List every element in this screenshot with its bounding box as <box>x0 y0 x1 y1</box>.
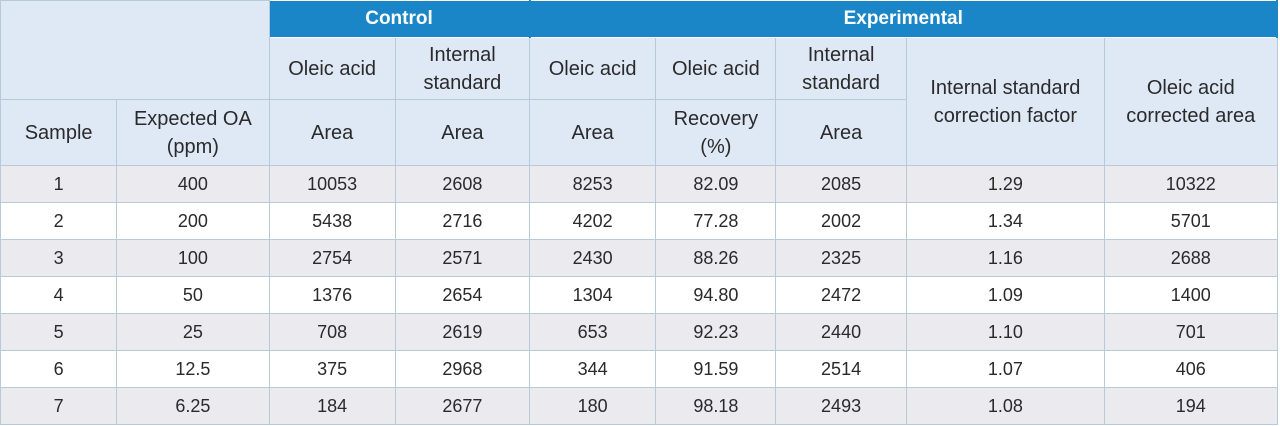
cell-control-internal-area: 2608 <box>394 165 531 203</box>
header-experimental-internal-area: Area <box>775 99 907 166</box>
cell-control-internal-area: 2677 <box>394 387 531 425</box>
cell-control-internal-area: 2571 <box>394 239 531 277</box>
cell-sample: 4 <box>0 276 118 314</box>
cell-recovery: 94.80 <box>655 276 777 314</box>
group-header-control: Control <box>268 0 531 38</box>
cell-control-internal-area: 2619 <box>394 313 531 351</box>
cell-expected-oa: 12.5 <box>116 350 270 388</box>
cell-recovery: 88.26 <box>655 239 777 277</box>
header-sample: Sample <box>0 99 118 166</box>
table-row: 4 50 1376 2654 1304 94.80 2472 1.09 1400 <box>0 276 1278 314</box>
cell-correction-factor: 1.16 <box>905 239 1106 277</box>
cell-corrected-area: 5701 <box>1104 202 1278 240</box>
header-experimental-oleic-acid: Oleic acid <box>528 37 657 100</box>
cell-experimental-internal-area: 2002 <box>775 202 907 240</box>
group-header-experimental: Experimental <box>529 0 1278 38</box>
header-corrected-area: Oleic acid corrected area <box>1104 37 1278 166</box>
cell-recovery: 82.09 <box>655 165 777 203</box>
cell-control-internal-area: 2968 <box>394 350 531 388</box>
cell-experimental-oleic-area: 8253 <box>528 165 657 203</box>
header-control-internal-standard: Internal standard <box>394 37 531 100</box>
cell-correction-factor: 1.10 <box>905 313 1106 351</box>
cell-expected-oa: 100 <box>116 239 270 277</box>
cell-control-oleic-area: 10053 <box>268 165 396 203</box>
cell-expected-oa: 50 <box>116 276 270 314</box>
cell-sample: 6 <box>0 350 118 388</box>
cell-corrected-area: 2688 <box>1104 239 1278 277</box>
corner-blank-cell <box>0 0 270 100</box>
cell-sample: 5 <box>0 313 118 351</box>
cell-sample: 7 <box>0 387 118 425</box>
cell-expected-oa: 25 <box>116 313 270 351</box>
cell-corrected-area: 10322 <box>1104 165 1278 203</box>
cell-experimental-oleic-area: 653 <box>528 313 657 351</box>
cell-sample: 3 <box>0 239 118 277</box>
table-row: 2 200 5438 2716 4202 77.28 2002 1.34 570… <box>0 202 1278 240</box>
cell-control-oleic-area: 5438 <box>268 202 396 240</box>
cell-recovery: 98.18 <box>655 387 777 425</box>
cell-correction-factor: 1.09 <box>905 276 1106 314</box>
cell-experimental-oleic-area: 180 <box>528 387 657 425</box>
cell-experimental-internal-area: 2085 <box>775 165 907 203</box>
cell-control-internal-area: 2716 <box>394 202 531 240</box>
table-row: 1 400 10053 2608 8253 82.09 2085 1.29 10… <box>0 165 1278 203</box>
header-experimental-oleic-area: Area <box>528 99 657 166</box>
table-row: 7 6.25 184 2677 180 98.18 2493 1.08 194 <box>0 387 1278 425</box>
cell-recovery: 92.23 <box>655 313 777 351</box>
cell-control-oleic-area: 1376 <box>268 276 396 314</box>
cell-experimental-internal-area: 2325 <box>775 239 907 277</box>
table-row: 3 100 2754 2571 2430 88.26 2325 1.16 268… <box>0 239 1278 277</box>
cell-experimental-internal-area: 2493 <box>775 387 907 425</box>
cell-sample: 1 <box>0 165 118 203</box>
cell-corrected-area: 1400 <box>1104 276 1278 314</box>
cell-control-oleic-area: 184 <box>268 387 396 425</box>
header-experimental-recovery: Recovery (%) <box>655 99 777 166</box>
cell-control-internal-area: 2654 <box>394 276 531 314</box>
cell-sample: 2 <box>0 202 118 240</box>
cell-experimental-oleic-area: 1304 <box>528 276 657 314</box>
cell-correction-factor: 1.29 <box>905 165 1106 203</box>
header-control-oleic-area: Area <box>268 99 396 166</box>
cell-experimental-internal-area: 2472 <box>775 276 907 314</box>
header-control-internal-area: Area <box>394 99 531 166</box>
table-row: 6 12.5 375 2968 344 91.59 2514 1.07 406 <box>0 350 1278 388</box>
cell-experimental-oleic-area: 2430 <box>528 239 657 277</box>
cell-experimental-internal-area: 2514 <box>775 350 907 388</box>
header-expected-oa: Expected OA (ppm) <box>116 99 270 166</box>
cell-corrected-area: 406 <box>1104 350 1278 388</box>
cell-expected-oa: 6.25 <box>116 387 270 425</box>
cell-expected-oa: 400 <box>116 165 270 203</box>
cell-corrected-area: 701 <box>1104 313 1278 351</box>
header-correction-factor: Internal standard correction factor <box>905 37 1106 166</box>
header-control-oleic-acid: Oleic acid <box>268 37 396 100</box>
cell-control-oleic-area: 708 <box>268 313 396 351</box>
header-experimental-internal-standard: Internal standard <box>775 37 907 100</box>
cell-correction-factor: 1.34 <box>905 202 1106 240</box>
cell-correction-factor: 1.07 <box>905 350 1106 388</box>
cell-experimental-oleic-area: 344 <box>528 350 657 388</box>
cell-expected-oa: 200 <box>116 202 270 240</box>
cell-recovery: 91.59 <box>655 350 777 388</box>
cell-experimental-oleic-area: 4202 <box>528 202 657 240</box>
table-row: 5 25 708 2619 653 92.23 2440 1.10 701 <box>0 313 1278 351</box>
cell-control-oleic-area: 2754 <box>268 239 396 277</box>
header-experimental-oleic-acid-recovery: Oleic acid <box>655 37 777 100</box>
cell-corrected-area: 194 <box>1104 387 1278 425</box>
cell-correction-factor: 1.08 <box>905 387 1106 425</box>
cell-control-oleic-area: 375 <box>268 350 396 388</box>
cell-recovery: 77.28 <box>655 202 777 240</box>
cell-experimental-internal-area: 2440 <box>775 313 907 351</box>
